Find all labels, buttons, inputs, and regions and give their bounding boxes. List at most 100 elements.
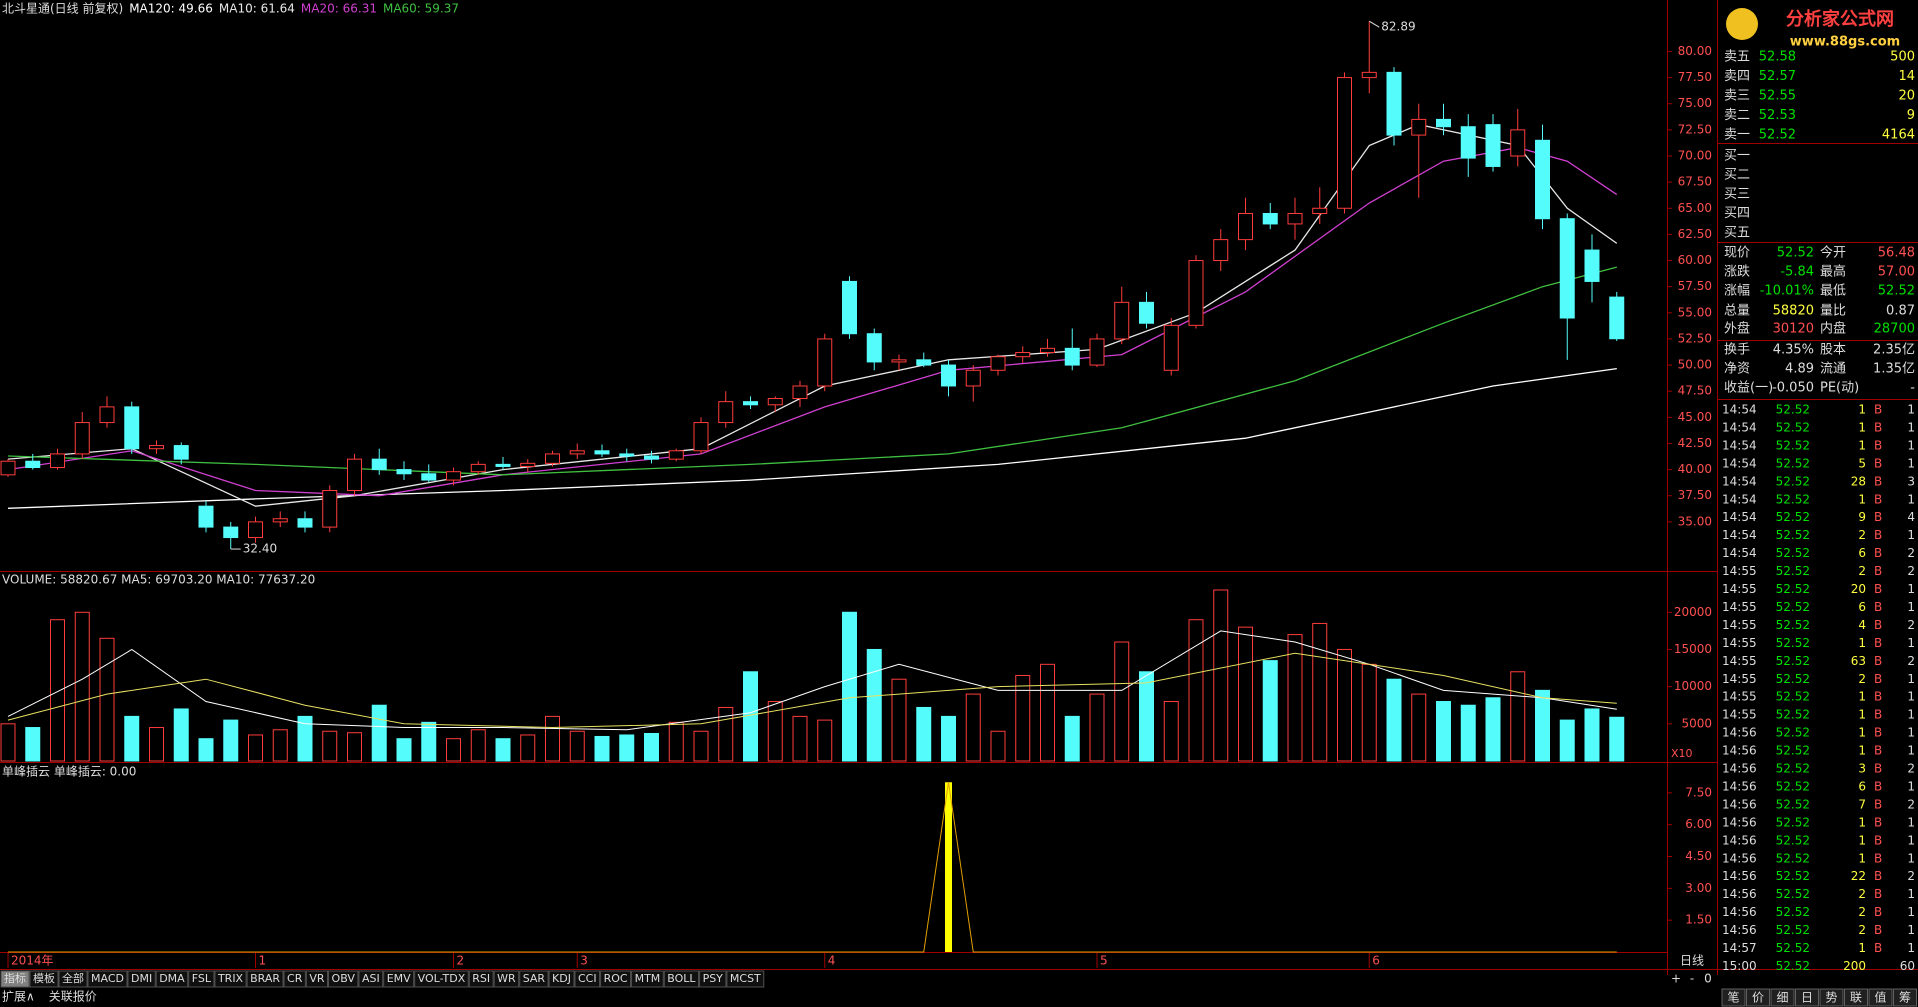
indicator-tab[interactable] (214, 970, 247, 988)
candle-body (941, 364, 956, 387)
volume-bar (371, 704, 387, 762)
indicator-tab-label[interactable]: MACD (91, 972, 124, 985)
panel-tab[interactable] (1746, 988, 1770, 1007)
tick-volume: 2 (1858, 672, 1866, 686)
panel-tab-label[interactable]: 笔 (1727, 990, 1739, 1005)
indicator-tab[interactable] (383, 970, 415, 988)
indicator-tab-label[interactable]: DMI (131, 972, 152, 985)
tick-volume: 6 (1858, 546, 1866, 560)
indicator-tab[interactable] (414, 970, 469, 988)
y-tick-label: 10000 (1674, 679, 1712, 693)
volume-bar (1262, 660, 1278, 762)
panel-tab-label[interactable]: 日 (1801, 991, 1813, 1005)
panel-tab[interactable] (1795, 988, 1819, 1007)
tick-count: 1 (1907, 833, 1915, 847)
indicator-tab[interactable] (127, 970, 156, 988)
panel-tab-label[interactable]: 价 (1752, 991, 1764, 1005)
indicator-tab[interactable] (305, 970, 329, 988)
indicator-tab[interactable] (519, 970, 549, 988)
panel-tab[interactable] (1770, 988, 1795, 1007)
indicator-tab[interactable] (155, 970, 189, 988)
indicator-tab-label[interactable]: DMA (159, 972, 185, 985)
x-tick-label: 6 (1372, 954, 1380, 968)
panel-tab-label[interactable]: 势 (1825, 991, 1837, 1005)
indicator-tab[interactable] (188, 970, 215, 988)
bid-label: 买五 (1724, 225, 1750, 240)
tick-time: 14:56 (1722, 815, 1757, 829)
panel-tab[interactable] (1844, 988, 1868, 1007)
bottom-tab[interactable]: 关联报价 (49, 989, 97, 1004)
indicator-tab[interactable] (283, 970, 306, 988)
ask-price: 52.57 (1759, 69, 1796, 84)
indicator-tab-label[interactable]: 全部 (62, 971, 84, 985)
indicator-tab-label[interactable]: RSI (472, 972, 490, 985)
candle-body (743, 401, 758, 406)
indicator-tab-label[interactable]: OBV (332, 972, 356, 985)
indicator-tab[interactable] (358, 970, 384, 988)
indicator-tab[interactable] (574, 970, 601, 988)
indicator-tab-label[interactable]: BOLL (667, 972, 696, 985)
indicator-tab[interactable] (468, 970, 494, 988)
indicator-tab-label[interactable]: 模板 (33, 971, 55, 985)
candle-body (767, 398, 783, 406)
indicator-tab-label[interactable]: VOL-TDX (418, 972, 466, 985)
indicator-tab-label[interactable]: WR (497, 972, 516, 985)
zoom-button[interactable]: + (1671, 972, 1681, 986)
indicator-tab[interactable] (58, 970, 88, 988)
indicator-tab-label[interactable]: ASI (362, 972, 380, 985)
zoom-button[interactable]: - (1690, 972, 1694, 986)
tick-side: B (1874, 654, 1882, 668)
tick-count: 3 (1907, 474, 1915, 488)
indicator-tab[interactable] (548, 970, 575, 988)
indicator-tab[interactable] (0, 970, 30, 988)
panel-tab-label[interactable]: 值 (1874, 990, 1886, 1005)
indicator-tab[interactable] (699, 970, 727, 988)
indicator-tab[interactable] (328, 970, 359, 988)
tick-time: 14:54 (1722, 510, 1757, 524)
tick-volume: 2 (1858, 905, 1866, 919)
tick-count: 1 (1907, 744, 1915, 758)
tick-count: 1 (1907, 492, 1915, 506)
indicator-tab[interactable] (600, 970, 632, 988)
indicator-tab-label[interactable]: PSY (703, 972, 724, 985)
indicator-tab[interactable] (493, 970, 520, 988)
indicator-tab-label[interactable]: CCI (578, 972, 597, 985)
tick-count: 1 (1907, 528, 1915, 542)
stat-label: 流通 (1820, 362, 1846, 377)
indicator-tab[interactable] (87, 970, 128, 988)
tick-price: 52.52 (1776, 833, 1810, 847)
indicator-tab-label[interactable]: SAR (523, 972, 546, 985)
indicator-tab-label[interactable]: MTM (635, 972, 661, 985)
indicator-tab-label[interactable]: KDJ (552, 972, 571, 985)
indicator-tab-label[interactable]: ROC (604, 972, 628, 985)
indicator-tab-label[interactable]: VR (309, 972, 325, 985)
indicator-tab[interactable] (29, 970, 59, 988)
zoom-button[interactable]: 0 (1704, 972, 1712, 986)
panel-tab[interactable] (1893, 988, 1917, 1007)
indicator-tab-label[interactable]: BRAR (250, 972, 280, 985)
indicator-tab-label[interactable]: MCST (730, 972, 761, 985)
panel-tab-label[interactable]: 筹 (1899, 991, 1911, 1005)
panel-tab[interactable] (1721, 988, 1746, 1007)
indicator-tab-label[interactable]: 指标 (4, 971, 26, 985)
indicator-tab[interactable] (663, 970, 700, 988)
volume-bar (1015, 674, 1031, 762)
tick-volume: 6 (1858, 779, 1866, 793)
panel-tab[interactable] (1868, 988, 1893, 1007)
indicator-tab-label[interactable]: CR (287, 972, 303, 985)
panel-tab-label[interactable]: 联 (1850, 991, 1862, 1005)
indicator-tab-label[interactable]: TRIX (217, 972, 244, 985)
panel-tab-label[interactable]: 细 (1776, 991, 1788, 1005)
indicator-tab-label[interactable]: EMV (387, 972, 411, 985)
volume-bar (272, 729, 288, 762)
stat-value: - (1910, 381, 1915, 396)
tick-volume: 2 (1858, 528, 1866, 542)
stat-label: 收益(一) (1724, 381, 1773, 396)
panel-tab[interactable] (1819, 988, 1844, 1007)
tick-price: 52.52 (1776, 887, 1810, 901)
indicator-tab[interactable] (726, 970, 765, 988)
bottom-tab[interactable]: 扩展∧ (2, 990, 35, 1004)
indicator-tab[interactable] (246, 970, 284, 988)
indicator-tab-label[interactable]: FSL (192, 972, 212, 985)
indicator-tab[interactable] (631, 970, 664, 988)
